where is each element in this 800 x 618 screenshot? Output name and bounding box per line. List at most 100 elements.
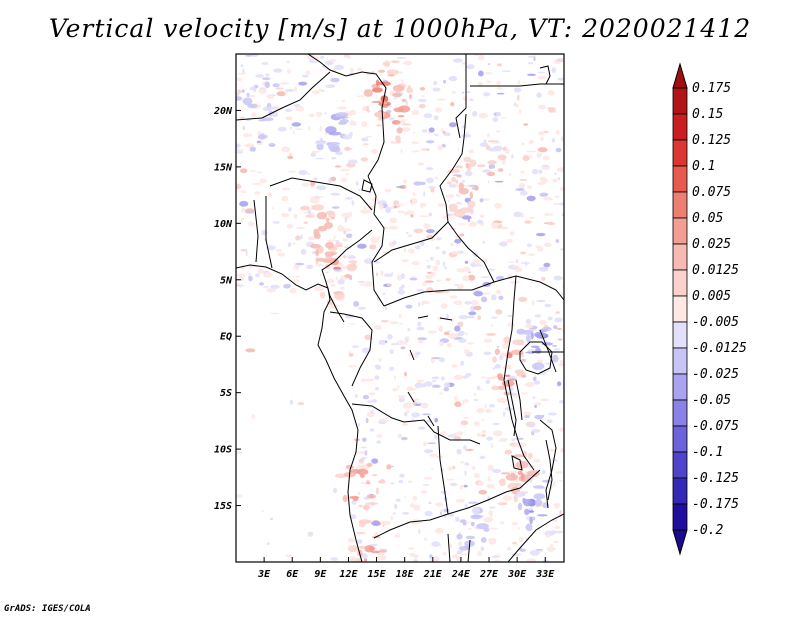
updraft-speckle: [267, 192, 273, 198]
updraft-speckle: [534, 458, 541, 463]
updraft-speckle: [440, 216, 451, 219]
downdraft-speckle: [541, 165, 549, 168]
downdraft-speckle: [389, 117, 395, 121]
updraft-speckle: [507, 261, 515, 264]
downdraft-speckle: [492, 367, 496, 370]
downdraft-speckle: [469, 98, 474, 101]
colorbar-label: -0.0125: [692, 341, 747, 356]
updraft-speckle: [424, 280, 434, 283]
updraft-speckle: [458, 541, 463, 547]
updraft-speckle: [489, 541, 494, 545]
updraft-region: [348, 260, 358, 264]
downdraft-region: [339, 119, 349, 124]
updraft-speckle: [480, 376, 486, 379]
updraft-speckle: [245, 348, 256, 353]
updraft-speckle: [306, 54, 315, 60]
downdraft-speckle: [513, 211, 523, 218]
updraft-speckle: [386, 464, 392, 470]
downdraft-speckle: [287, 242, 292, 247]
colorbar-label: 0.15: [692, 107, 723, 122]
updraft-speckle: [502, 343, 510, 349]
updraft-speckle: [553, 526, 561, 529]
colorbar-label: 0.075: [692, 185, 731, 200]
downdraft-speckle: [458, 315, 469, 320]
updraft-speckle: [554, 505, 559, 509]
updraft-speckle: [480, 434, 487, 437]
updraft-speckle: [348, 350, 351, 353]
updraft-region: [517, 470, 523, 475]
downdraft-speckle: [535, 549, 544, 551]
downdraft-region: [528, 510, 535, 513]
updraft-region: [409, 93, 412, 100]
updraft-region: [366, 494, 376, 499]
border-niger-chad: [367, 175, 385, 307]
updraft-speckle: [285, 116, 293, 121]
x-axis: 3E 6E 9E 12E 15E 18E 21E 24E 27E 30E 33E: [257, 557, 555, 580]
updraft-speckle: [486, 171, 496, 177]
downdraft-speckle: [397, 289, 405, 295]
updraft-speckle: [496, 81, 501, 86]
updraft-speckle: [411, 204, 414, 206]
updraft-region: [520, 473, 525, 481]
downdraft-speckle: [487, 268, 496, 271]
updraft-region: [463, 156, 472, 163]
downdraft-speckle: [298, 170, 308, 175]
updraft-speckle: [457, 223, 467, 225]
downdraft-speckle: [546, 419, 553, 424]
updraft-speckle: [349, 323, 356, 325]
downdraft-region: [342, 134, 353, 140]
updraft-speckle: [423, 477, 433, 480]
updraft-region: [343, 254, 347, 259]
updraft-speckle: [258, 88, 267, 94]
updraft-speckle: [453, 300, 463, 305]
downdraft-speckle: [476, 219, 483, 224]
x-tick-label: 24E: [451, 569, 471, 580]
updraft-speckle: [484, 72, 493, 75]
border-gabon-congo: [329, 311, 373, 387]
downdraft-speckle: [357, 423, 361, 427]
updraft-speckle: [467, 274, 476, 281]
downdraft-speckle: [443, 132, 451, 137]
updraft-speckle: [548, 448, 557, 452]
downdraft-speckle: [554, 317, 563, 323]
updraft-speckle: [288, 170, 296, 173]
updraft-speckle: [518, 182, 526, 189]
downdraft-region: [465, 535, 476, 540]
downdraft-speckle: [376, 440, 382, 444]
updraft-speckle: [404, 336, 410, 339]
updraft-speckle: [543, 130, 549, 133]
updraft-speckle: [495, 130, 501, 133]
downdraft-speckle: [487, 63, 491, 65]
updraft-speckle: [454, 401, 462, 408]
downdraft-speckle: [557, 177, 561, 181]
updraft-speckle: [287, 155, 294, 160]
downdraft-speckle: [454, 238, 462, 244]
downdraft-speckle: [365, 417, 369, 424]
downdraft-speckle: [424, 510, 433, 517]
downdraft-speckle: [426, 167, 434, 171]
colorbar-swatch: [672, 217, 688, 245]
updraft-speckle: [455, 179, 459, 184]
downdraft-speckle: [366, 400, 374, 403]
border-zambia-zimbabwe: [447, 469, 541, 515]
updraft-speckle: [401, 123, 412, 126]
updraft-speckle: [496, 63, 502, 66]
updraft-speckle: [426, 259, 429, 262]
downdraft-speckle: [492, 117, 499, 122]
downdraft-speckle: [426, 264, 432, 269]
colorbar-swatch: [672, 295, 688, 323]
updraft-speckle: [360, 157, 369, 162]
updraft-speckle: [439, 392, 443, 395]
updraft-speckle: [553, 502, 561, 507]
downdraft-speckle: [288, 207, 292, 212]
downdraft-speckle: [452, 174, 462, 177]
updraft-speckle: [347, 365, 357, 368]
downdraft-speckle: [344, 197, 353, 200]
downdraft-speckle: [519, 190, 528, 196]
downdraft-speckle: [416, 326, 425, 331]
updraft-speckle: [492, 430, 503, 437]
updraft-speckle: [504, 449, 513, 455]
updraft-speckle: [402, 60, 413, 66]
updraft-speckle: [423, 441, 427, 447]
downdraft-speckle: [513, 102, 517, 106]
